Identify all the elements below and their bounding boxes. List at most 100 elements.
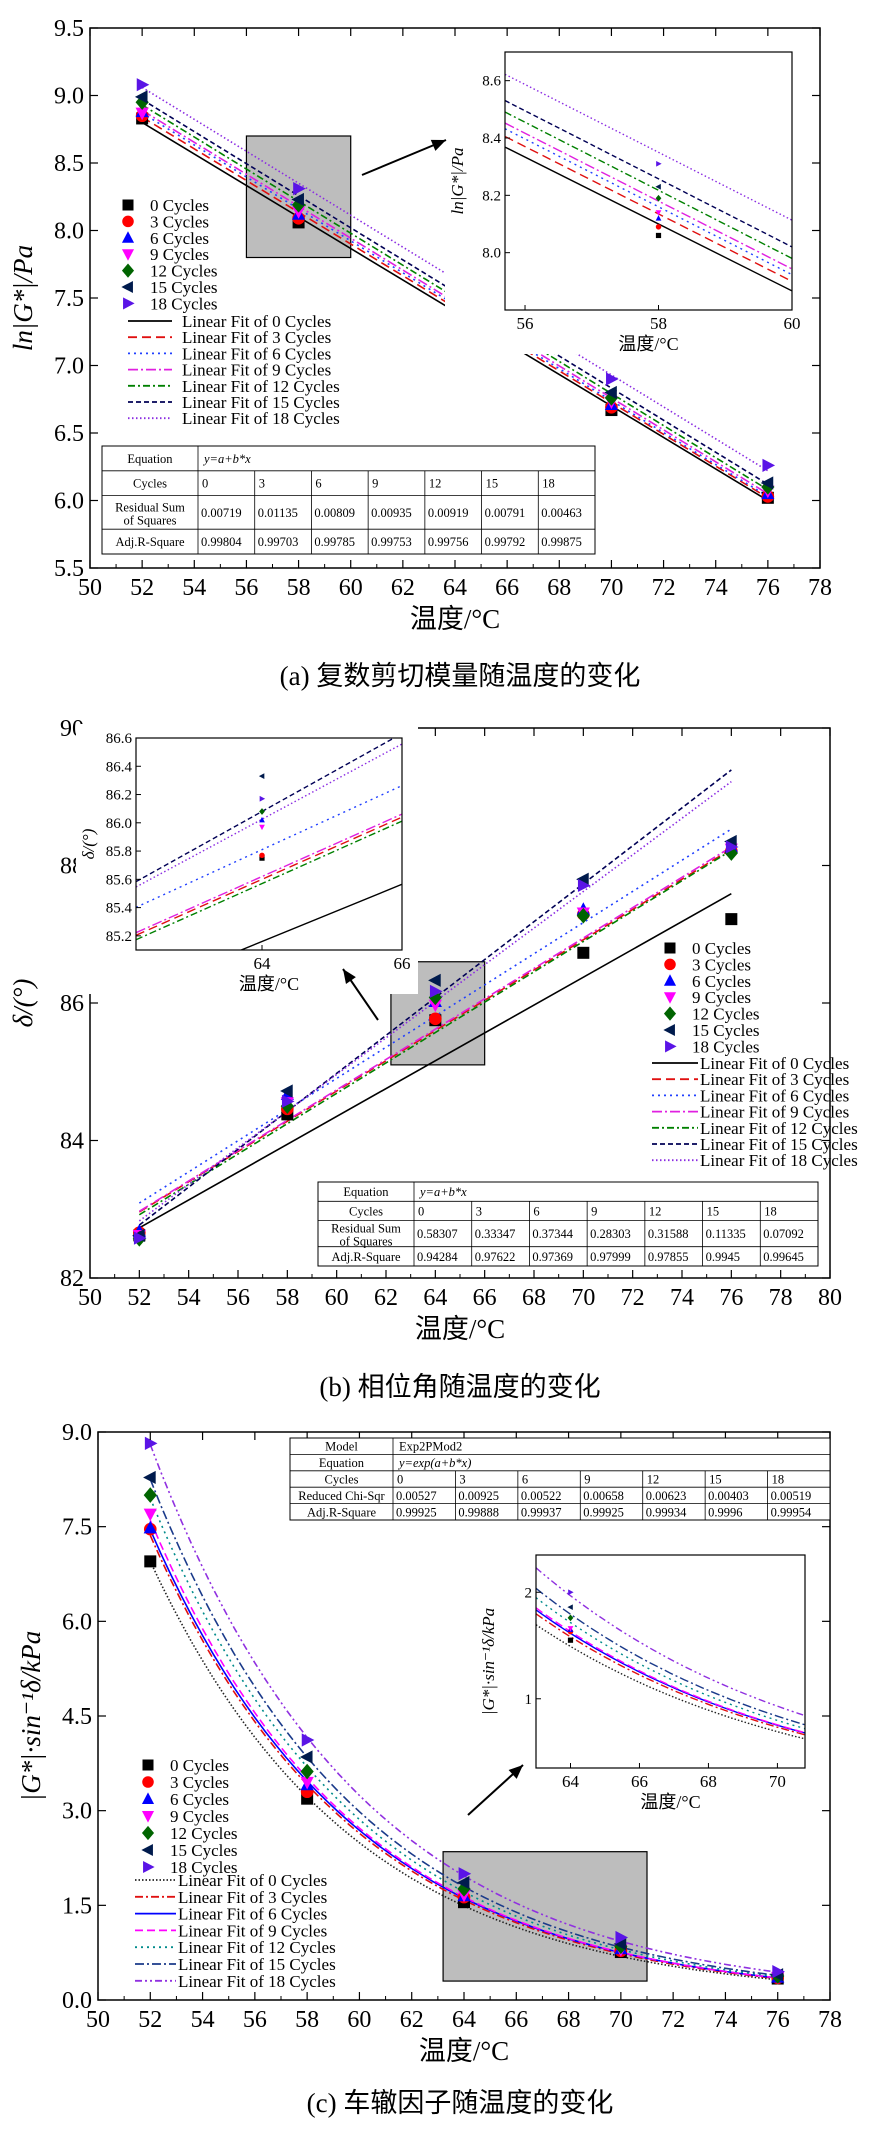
legend-fit-label: Linear Fit of 6 Cycles — [178, 1905, 327, 1924]
table-cell: 15 — [707, 1204, 720, 1218]
table-cell: 18 — [542, 477, 555, 491]
legend-label: 18 Cycles — [692, 1037, 760, 1056]
table-cell: 0.07092 — [763, 1227, 804, 1241]
x-tick-label: 74 — [670, 1285, 694, 1311]
inset-fit-line — [505, 146, 792, 292]
x-tick-label: 70 — [609, 2007, 633, 2033]
table-border — [317, 1181, 819, 1267]
data-point — [606, 372, 619, 386]
y-tick-label: 4.5 — [62, 1704, 92, 1730]
table-cell: 0.97999 — [590, 1250, 631, 1264]
x-tick-label: 60 — [339, 575, 363, 601]
x-tick-label: 52 — [127, 1285, 151, 1311]
inset-fit-line — [536, 1587, 805, 1726]
table-cell: 0.99888 — [458, 1505, 499, 1519]
legend-marker — [121, 263, 135, 278]
x-tick-label: 58 — [295, 2007, 319, 2033]
y-tick-label: 7.0 — [54, 354, 84, 380]
inset-x-tick-label: 60 — [784, 314, 801, 333]
legend-fit-label: Linear Fit of 12 Cycles — [178, 1938, 336, 1957]
legend-marker — [121, 280, 133, 294]
inset-chart: 64 66 85.2 85.4 85.6 85.8 86.0 86.2 86.4 86.6 温度/°… — [76, 724, 418, 994]
table-cell: 0 — [202, 477, 208, 491]
legend-fit-label: Linear Fit of 3 Cycles — [700, 1070, 849, 1089]
y-tick-label: 8.0 — [54, 219, 84, 245]
x-tick-label: 72 — [652, 575, 676, 601]
x-tick-label: 56 — [226, 1285, 250, 1311]
inset-chart: 56 58 60 8.0 8.2 8.4 8.6 温度/°C ln|G*|/Pa — [445, 38, 808, 354]
x-tick-label: 64 — [423, 1285, 447, 1311]
table-cell: 0.11335 — [706, 1227, 746, 1241]
table-cell: Equation — [319, 1456, 365, 1470]
legend-fit-label: Linear Fit of 6 Cycles — [182, 344, 331, 363]
x-tick-label: 70 — [571, 1285, 595, 1311]
data-point — [280, 1084, 293, 1098]
inset-point — [259, 824, 265, 831]
y-tick-label: 3.0 — [62, 1799, 92, 1825]
x-tick-label: 50 — [78, 1285, 102, 1311]
table-cell: Cycles — [324, 1473, 358, 1487]
legend-fit-label: Linear Fit of 3 Cycles — [178, 1888, 327, 1907]
fit-line-4 — [141, 104, 769, 491]
table-cell: 15 — [486, 477, 499, 491]
table-cell: Model — [325, 1440, 358, 1454]
y-tick-label: 7.5 — [62, 1515, 92, 1541]
inset-frame — [504, 51, 793, 311]
table-border — [289, 1437, 831, 1521]
legend-fit-label: Linear Fit of 0 Cycles — [178, 1871, 327, 1890]
table-cell: 18 — [764, 1204, 777, 1218]
x-tick-label: 80 — [818, 1285, 842, 1311]
inset-frame — [135, 737, 403, 951]
legend-fit-label: Linear Fit of 9 Cycles — [178, 1921, 327, 1940]
data-point — [134, 90, 148, 104]
inset-lines — [536, 1567, 805, 1740]
legend-label: 3 Cycles — [692, 955, 751, 974]
inset-fit-line — [505, 99, 792, 248]
data-point — [604, 385, 617, 400]
legend-marker — [141, 1792, 155, 1804]
legend-fit-label: Linear Fit of 3 Cycles — [182, 328, 331, 347]
x-tick-label: 62 — [374, 1285, 398, 1311]
y-tick-label: 9.5 — [54, 16, 84, 42]
data-point — [577, 946, 590, 959]
x-tick-label: 72 — [661, 2007, 685, 2033]
inset-fit-line — [136, 816, 402, 936]
x-tick-label: 50 — [86, 2007, 110, 2033]
x-tick-label: 64 — [452, 2007, 476, 2033]
table-cell: 0.00935 — [371, 506, 412, 520]
y-tick-label: 6.0 — [54, 489, 84, 515]
data-point — [293, 182, 306, 196]
inset-fit-line — [536, 1567, 805, 1717]
inset-point — [259, 808, 265, 815]
legend-label: 15 Cycles — [150, 278, 218, 297]
data-point — [428, 973, 441, 987]
y-tick-label: 84 — [60, 1129, 84, 1155]
legend-fit-label: Linear Fit of 0 Cycles — [182, 312, 331, 331]
table-cell: 0.99804 — [201, 535, 242, 549]
fit-line-5 — [141, 98, 769, 485]
inset-y-tick-label: 86.4 — [106, 759, 133, 775]
fit-table: Equation y=a+b*x Cycles 0 3 6 9 12 15 18 Residual … — [317, 1181, 819, 1267]
legend-marker — [663, 992, 677, 1004]
x-tick-label: 64 — [443, 575, 467, 601]
y-tick-label: 7.5 — [54, 286, 84, 312]
table-cell: 0.99954 — [771, 1505, 812, 1519]
table-cell: 3 — [259, 477, 265, 491]
table-cell: 0.99934 — [646, 1505, 687, 1519]
table-cell: of Squares — [339, 1235, 392, 1249]
inset-fit-line — [136, 738, 396, 883]
table-cell: 0.99703 — [258, 535, 299, 549]
table-cell: y=a+b*x — [202, 452, 251, 466]
data-point — [144, 1436, 158, 1450]
inset-y-tick-label: 85.8 — [106, 844, 132, 860]
x-axis-label: 温度/°C — [415, 1314, 505, 1344]
fit-line-4 — [138, 849, 732, 1216]
inset-x-tick-label: 58 — [650, 314, 667, 333]
inset-point — [567, 1626, 574, 1632]
table-cell: 0.28303 — [590, 1227, 631, 1241]
table-cell: 0 — [397, 1473, 403, 1487]
legend-label: 12 Cycles — [170, 1824, 238, 1843]
inset-point — [656, 160, 662, 167]
table-cell: 3 — [476, 1204, 482, 1218]
